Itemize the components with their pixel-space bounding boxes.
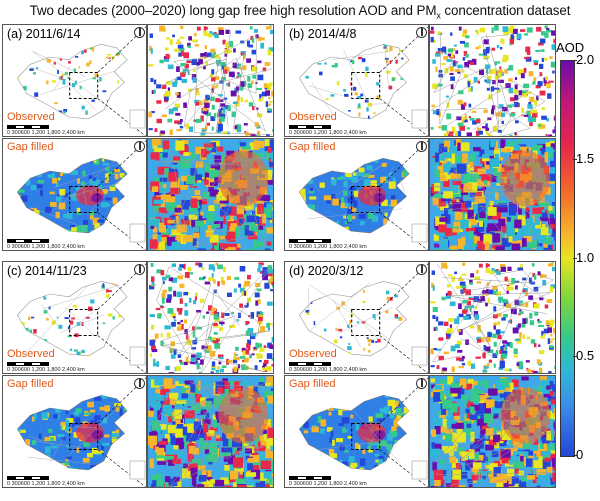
gapfilled-overview-map: Gap filled 0 300600 1,200 1,800 2,400 km	[284, 138, 429, 251]
colorbar-tick-mark	[573, 356, 577, 357]
scale-bar: 0 300600 1,200 1,800 2,400 km	[289, 362, 367, 373]
colorbar-tick-mark	[573, 455, 577, 456]
gapfilled-overview-map: Gap filled 0 300600 1,200 1,800 2,400 km	[2, 138, 147, 251]
observed-overview-map: (b) 2014/4/8 Observed 0 300600 1,200 1,800…	[284, 24, 429, 137]
gapfilled-zoom-map	[147, 375, 274, 488]
scale-bar: 0 300600 1,200 1,800 2,400 km	[7, 239, 85, 250]
gapfilled-label: Gap filled	[289, 141, 336, 153]
observed-zoom-map	[429, 24, 556, 137]
observed-zoom-map	[147, 24, 274, 137]
north-arrow-icon	[134, 141, 145, 152]
gapfilled-label: Gap filled	[7, 141, 54, 153]
colorbar-tick-label: 1.5	[576, 151, 595, 166]
gapfilled-zoom-map	[429, 138, 556, 251]
colorbar-tick-label: 0	[576, 447, 584, 462]
panel-date-label: (b) 2014/4/8	[289, 27, 357, 41]
scale-bar: 0 300600 1,200 1,800 2,400 km	[289, 239, 367, 250]
colorbar-tick-label: 0.5	[576, 348, 595, 363]
observed-label: Observed	[7, 111, 55, 123]
north-arrow-icon	[416, 141, 427, 152]
scale-bar: 0 300600 1,200 1,800 2,400 km	[7, 125, 85, 136]
observed-zoom-map	[429, 261, 556, 374]
north-arrow-icon	[134, 27, 145, 38]
scale-bar: 0 300600 1,200 1,800 2,400 km	[7, 476, 85, 487]
gapfilled-overview-map: Gap filled 0 300600 1,200 1,800 2,400 km	[284, 375, 429, 488]
colorbar-tick-mark	[573, 159, 577, 160]
observed-overview-map: (d) 2020/3/12 Observed 0 300600 1,200 1,80…	[284, 261, 429, 374]
north-arrow-icon	[416, 378, 427, 389]
colorbar-tick-mark	[573, 258, 577, 259]
observed-label: Observed	[289, 348, 337, 360]
scale-bar: 0 300600 1,200 1,800 2,400 km	[289, 476, 367, 487]
observed-overview-map: (c) 2014/11/23 Observed 0 300600 1,200 1,8…	[2, 261, 147, 374]
north-arrow-icon	[416, 264, 427, 275]
colorbar-tick-mark	[573, 60, 577, 61]
colorbar-title: AOD	[556, 40, 585, 55]
gapfilled-overview-map: Gap filled 0 300600 1,200 1,800 2,400 km	[2, 375, 147, 488]
panel-date-label: (d) 2020/3/12	[289, 264, 364, 278]
figure-title: Two decades (2000–2020) long gap free hi…	[29, 3, 571, 21]
north-arrow-icon	[134, 264, 145, 275]
observed-zoom-map	[147, 261, 274, 374]
north-arrow-icon	[134, 378, 145, 389]
observed-label: Observed	[7, 348, 55, 360]
colorbar-tick-label: 2.0	[576, 52, 595, 67]
panel-date-label: (c) 2014/11/23	[7, 264, 87, 278]
panel-date-label: (a) 2011/6/14	[7, 27, 81, 41]
observed-label: Observed	[289, 111, 337, 123]
gapfilled-label: Gap filled	[7, 378, 54, 390]
north-arrow-icon	[416, 27, 427, 38]
gapfilled-zoom-map	[429, 375, 556, 488]
scale-bar: 0 300600 1,200 1,800 2,400 km	[289, 125, 367, 136]
observed-overview-map: (a) 2011/6/14 Observed 0 300600 1,200 1,80…	[2, 24, 147, 137]
gapfilled-label: Gap filled	[289, 378, 336, 390]
scale-bar: 0 300600 1,200 1,800 2,400 km	[7, 362, 85, 373]
gapfilled-zoom-map	[147, 138, 274, 251]
colorbar-tick-label: 1.0	[576, 250, 595, 265]
